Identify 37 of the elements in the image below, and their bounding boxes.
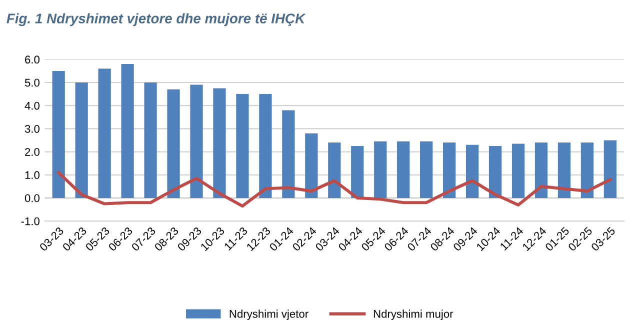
bar [420, 141, 433, 198]
bar [75, 82, 88, 198]
bar [213, 88, 226, 198]
legend-label: Ndryshimi mujor [374, 310, 454, 320]
legend-label: Ndryshimi vjetor [230, 310, 308, 320]
y-tick-label: 2.0 [25, 148, 40, 156]
bar [167, 89, 180, 198]
bar [98, 68, 111, 198]
bar [580, 142, 594, 198]
bar [305, 133, 318, 198]
chart-title: Fig. 1 Ndryshimet vjetore dhe mujore të IHÇK [6, 13, 306, 26]
y-tick-label: 1.0 [25, 171, 40, 180]
bar [282, 110, 295, 198]
line-series [57, 171, 612, 208]
bar [374, 141, 387, 198]
y-tick-label: 3.0 [24, 124, 40, 133]
bar [328, 142, 341, 198]
y-tick-label: 4.0 [24, 102, 40, 110]
bar [259, 94, 272, 198]
bar [534, 142, 548, 198]
bar [121, 64, 134, 198]
bar [443, 142, 456, 198]
y-tick-label: 6.0 [25, 56, 40, 64]
bar [397, 141, 410, 198]
bar [488, 146, 502, 198]
bar [466, 144, 479, 198]
bar [190, 84, 203, 198]
y-tick-label: 0.0 [24, 194, 40, 202]
bar [604, 140, 617, 198]
bar [512, 144, 525, 198]
bar [351, 146, 364, 198]
bar [236, 94, 249, 198]
y-tick-label: 5.0 [24, 78, 40, 87]
bar [558, 142, 571, 198]
y-tick-label: -1.0 [21, 217, 40, 226]
bar [52, 70, 65, 198]
bar [144, 82, 157, 198]
